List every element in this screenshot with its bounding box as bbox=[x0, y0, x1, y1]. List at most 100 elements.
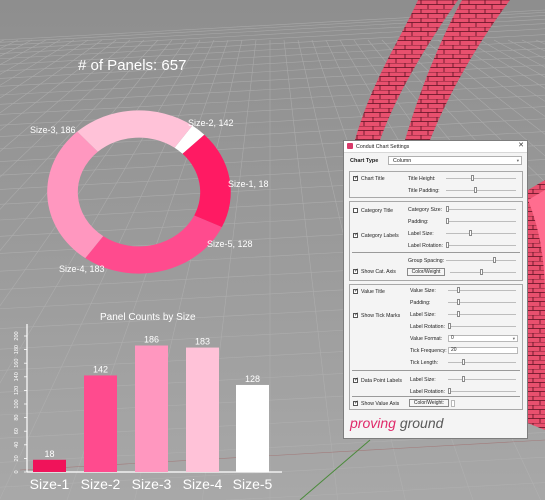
category-label: Size-3 bbox=[132, 476, 172, 492]
dpl-label-rotation-label: Label Rotation: bbox=[410, 389, 445, 395]
chart-type-row: Chart Type Column ▾ bbox=[350, 156, 522, 165]
chart-type-select[interactable]: Column ▾ bbox=[388, 156, 522, 165]
y-tick-label: 180 bbox=[14, 345, 20, 354]
green-axis-line bbox=[299, 439, 371, 500]
chevron-down-icon: ▾ bbox=[512, 336, 515, 341]
category-label-rotation-slider[interactable] bbox=[446, 242, 516, 248]
dpl-label-rotation-slider[interactable] bbox=[448, 388, 516, 394]
y-tick-label: 100 bbox=[14, 399, 20, 408]
group-spacing-slider[interactable] bbox=[446, 257, 516, 263]
data-label: 18 bbox=[44, 449, 54, 459]
category-title-checkbox[interactable] bbox=[353, 208, 358, 213]
show-cat-axis-label: Show Cat. Axis bbox=[361, 269, 396, 275]
value-title-checkbox[interactable] bbox=[353, 288, 359, 294]
tick-length-slider[interactable] bbox=[448, 359, 516, 365]
value-label-rotation-label: Label Rotation: bbox=[410, 324, 445, 330]
bar-size-4 bbox=[186, 347, 219, 472]
data-label: 128 bbox=[245, 374, 260, 384]
donut-slice-3 bbox=[85, 215, 222, 274]
data-label: 142 bbox=[93, 364, 108, 374]
dpl-label-size-slider[interactable] bbox=[448, 376, 516, 382]
category-label: Size-5 bbox=[233, 476, 273, 492]
category-separator bbox=[352, 252, 520, 253]
chart-type-label: Chart Type bbox=[350, 157, 379, 164]
dialog-title: Conduit Chart Settings bbox=[356, 143, 410, 150]
close-icon[interactable]: ✕ bbox=[518, 142, 524, 149]
value-format-label: Value Format: bbox=[410, 336, 443, 342]
title-padding-label: Title Padding: bbox=[408, 188, 440, 194]
category-size-label: Category Size: bbox=[408, 207, 443, 213]
chart-title-group: Chart Title Title Height: Title Padding: bbox=[349, 171, 523, 198]
proving-ground-logo: proving ground bbox=[350, 415, 443, 431]
y-tick-label: 120 bbox=[14, 386, 20, 395]
value-padding-slider[interactable] bbox=[448, 299, 516, 305]
category-label: Size-4 bbox=[183, 476, 223, 492]
value-separator-1 bbox=[352, 370, 520, 371]
value-label-size-label: Label Size: bbox=[410, 312, 436, 318]
y-tick-label: 80 bbox=[14, 415, 20, 421]
y-tick-label: 0 bbox=[14, 470, 20, 473]
value-group: Value Title Show Tick Marks Data Point L… bbox=[349, 284, 523, 410]
y-tick-label: 160 bbox=[14, 359, 20, 368]
category-label-size-label: Label Size: bbox=[408, 231, 434, 237]
bar-size-5 bbox=[236, 384, 269, 472]
value-color-weight-button[interactable]: Color/Weight: bbox=[409, 399, 449, 407]
chart-title-label: Chart Title bbox=[361, 176, 385, 182]
conduit-chart-settings-dialog: Conduit Chart Settings ✕ Chart Type Colu… bbox=[343, 140, 528, 439]
title-padding-slider[interactable] bbox=[446, 187, 516, 193]
y-tick-label: 60 bbox=[14, 428, 20, 434]
category-label-rotation-label: Label Rotation: bbox=[408, 243, 443, 249]
category-padding-label: Padding: bbox=[408, 219, 429, 225]
data-point-labels-checkbox[interactable] bbox=[353, 377, 359, 383]
chart-type-value: Column bbox=[393, 158, 412, 164]
donut-slice-1 bbox=[174, 125, 205, 154]
category-label: Size-2 bbox=[81, 476, 121, 492]
y-tick-label: 140 bbox=[14, 372, 20, 381]
show-value-axis-checkbox[interactable] bbox=[353, 400, 359, 406]
donut-label-size-3: Size-3, 186 bbox=[30, 125, 76, 135]
value-separator-2 bbox=[352, 396, 520, 397]
title-height-slider[interactable] bbox=[446, 175, 516, 181]
category-padding-slider[interactable] bbox=[446, 218, 516, 224]
bar-chart-title: Panel Counts by Size bbox=[100, 312, 196, 323]
value-label-size-slider[interactable] bbox=[448, 311, 516, 317]
value-padding-label: Padding: bbox=[410, 300, 431, 306]
category-title-label: Category Title bbox=[361, 208, 394, 214]
donut-label-size-1: Size-1, 18 bbox=[228, 179, 269, 189]
data-label: 186 bbox=[144, 335, 159, 345]
value-size-slider[interactable] bbox=[448, 287, 516, 293]
category-color-weight-button[interactable]: Color/Weight bbox=[407, 268, 445, 276]
chart-title-checkbox[interactable] bbox=[353, 175, 359, 181]
show-tick-marks-label: Show Tick Marks bbox=[361, 313, 401, 319]
value-title-label: Value Title bbox=[361, 289, 385, 295]
donut-title: # of Panels: 657 bbox=[78, 57, 187, 74]
donut-label-size-2: Size-2, 142 bbox=[188, 118, 234, 128]
show-value-axis-label: Show Value Axis bbox=[361, 401, 400, 407]
value-format-select[interactable]: 0 ▾ bbox=[448, 335, 518, 342]
tick-frequency-input[interactable]: 20 bbox=[448, 347, 518, 354]
donut-slice-5 bbox=[77, 110, 193, 152]
category-label-size-slider[interactable] bbox=[446, 230, 516, 236]
category-size-slider[interactable] bbox=[446, 206, 516, 212]
dialog-titlebar[interactable]: Conduit Chart Settings ✕ bbox=[344, 141, 527, 153]
y-tick-label: 20 bbox=[14, 455, 20, 461]
value-format-value: 0 bbox=[451, 335, 454, 341]
show-cat-axis-checkbox[interactable] bbox=[353, 268, 359, 274]
value-size-label: Value Size: bbox=[410, 288, 436, 294]
title-height-label: Title Height: bbox=[408, 176, 436, 182]
y-tick-label: 200 bbox=[14, 331, 20, 340]
value-color-swatch[interactable] bbox=[451, 399, 455, 407]
value-label-rotation-slider[interactable] bbox=[448, 323, 516, 329]
donut-label-size-5: Size-5, 128 bbox=[207, 239, 253, 249]
tick-length-label: Tick Length: bbox=[410, 360, 439, 366]
category-color-weight-slider[interactable] bbox=[450, 269, 516, 275]
chevron-down-icon: ▾ bbox=[516, 158, 519, 163]
bar-size-3 bbox=[135, 345, 168, 472]
category-labels-checkbox[interactable] bbox=[353, 232, 359, 238]
y-tick-label: 40 bbox=[14, 442, 20, 448]
dpl-label-size-label: Label Size: bbox=[410, 377, 436, 383]
show-tick-marks-checkbox[interactable] bbox=[353, 312, 359, 318]
bar-size-1 bbox=[33, 459, 66, 472]
data-point-labels-label: Data Point Labels bbox=[361, 378, 402, 384]
brand-part-2: ground bbox=[399, 415, 444, 431]
